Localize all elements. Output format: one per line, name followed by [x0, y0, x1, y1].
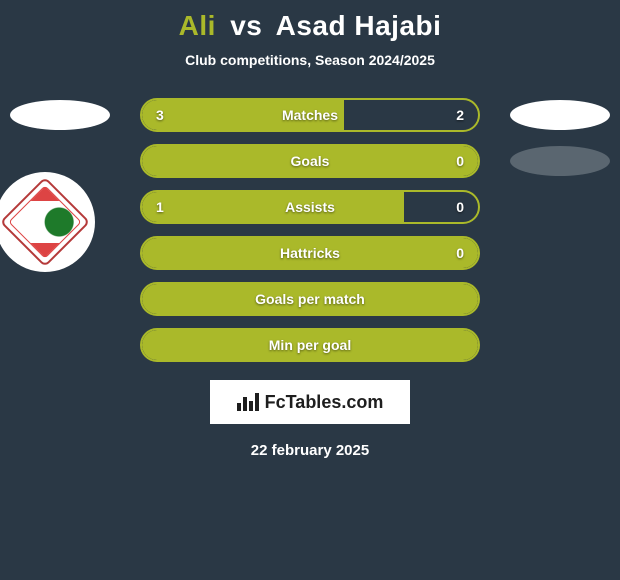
logo-bar	[243, 397, 247, 411]
comparison-card: Ali vs Asad Hajabi Club competitions, Se…	[0, 0, 620, 459]
date-line: 22 february 2025	[0, 442, 620, 459]
fctables-logo-text: FcTables.com	[265, 392, 384, 413]
stat-row-goals: Goals 0	[0, 144, 620, 178]
stat-value-right: 0	[456, 238, 464, 268]
club-badge-icon	[0, 177, 90, 268]
title-vs: vs	[230, 10, 262, 41]
stat-label: Min per goal	[142, 330, 478, 360]
stat-row-matches: 3 Matches 2	[0, 98, 620, 132]
player2-badge-ellipse-gray	[510, 146, 610, 176]
stat-label: Assists	[142, 192, 478, 222]
stat-value-right: 2	[456, 100, 464, 130]
stat-bar: Hattricks 0	[140, 236, 480, 270]
logo-bar	[255, 393, 259, 411]
stat-row-hattricks: Hattricks 0	[0, 236, 620, 270]
stat-row-min-per-goal: Min per goal	[0, 328, 620, 362]
stat-label: Goals	[142, 146, 478, 176]
player1-badge-ellipse	[10, 100, 110, 130]
subtitle: Club competitions, Season 2024/2025	[0, 52, 620, 68]
stat-value-right: 0	[456, 146, 464, 176]
stat-row-goals-per-match: Goals per match	[0, 282, 620, 316]
title-player1: Ali	[179, 10, 216, 41]
stat-label: Hattricks	[142, 238, 478, 268]
fctables-bars-icon	[237, 393, 259, 411]
stat-bar: 1 Assists 0	[140, 190, 480, 224]
stat-bar: Min per goal	[140, 328, 480, 362]
title: Ali vs Asad Hajabi	[0, 10, 620, 42]
logo-bar	[249, 401, 253, 411]
club-badge-inner	[8, 185, 82, 259]
stat-bar: Goals per match	[140, 282, 480, 316]
stat-value-right: 0	[456, 192, 464, 222]
logo-bar	[237, 403, 241, 411]
stat-label: Matches	[142, 100, 478, 130]
stat-label: Goals per match	[142, 284, 478, 314]
title-player2: Asad Hajabi	[276, 10, 442, 41]
stat-bar: 3 Matches 2	[140, 98, 480, 132]
fctables-logo: FcTables.com	[210, 380, 410, 424]
stat-bar: Goals 0	[140, 144, 480, 178]
player2-badge-ellipse	[510, 100, 610, 130]
